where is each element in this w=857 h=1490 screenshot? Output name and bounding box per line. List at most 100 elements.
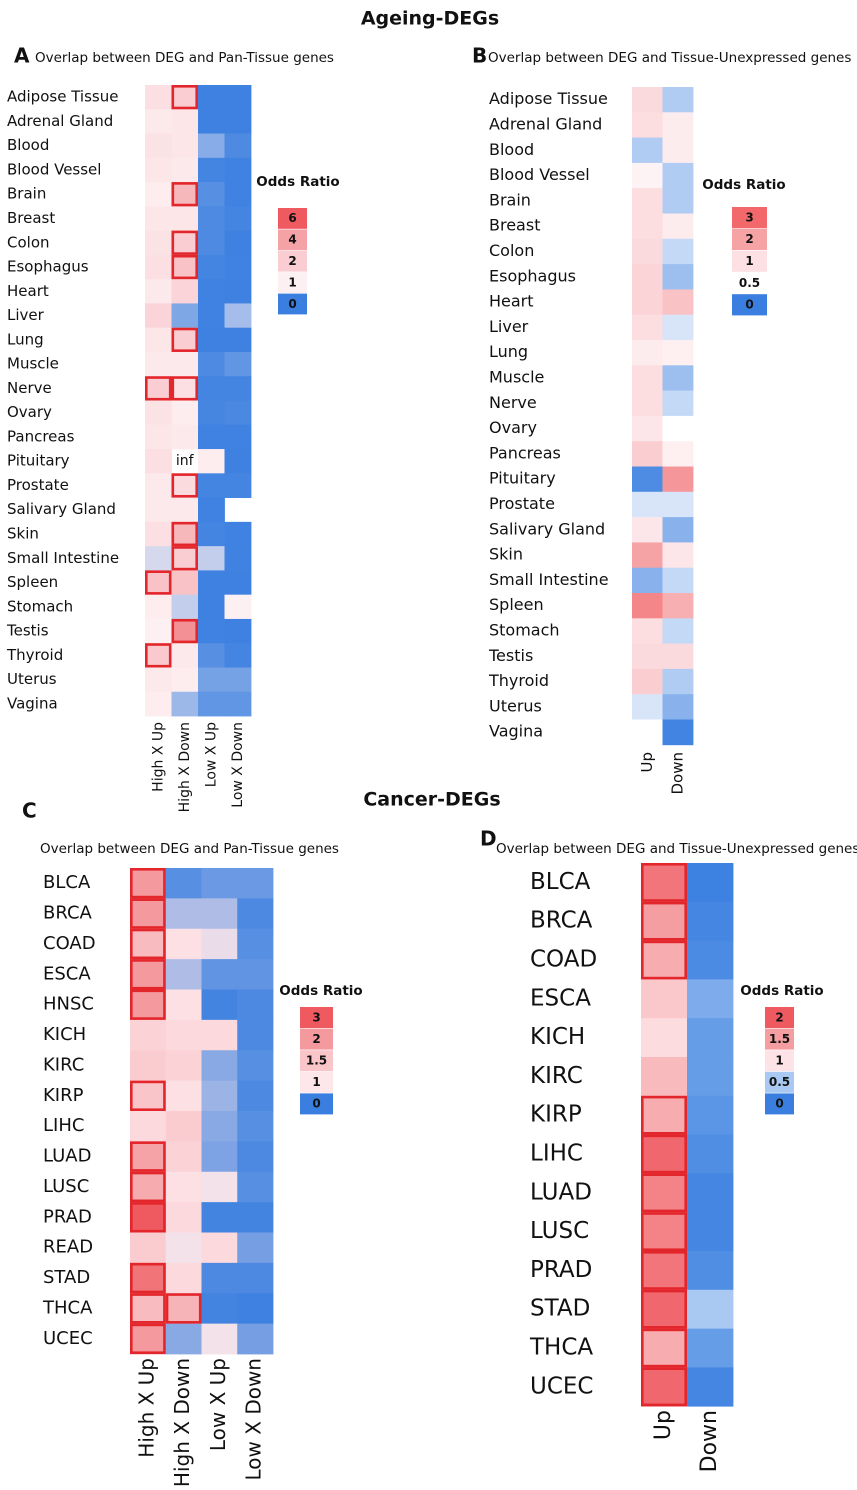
row-label: Liver [7, 306, 45, 324]
heatmap-cell [687, 1289, 734, 1329]
row-label: COAD [530, 947, 597, 973]
significance-box [130, 1262, 166, 1294]
heatmap-cell [632, 289, 663, 316]
row-label: THCA [42, 1297, 93, 1318]
heatmap-cell [632, 390, 663, 417]
row-label: Testis [488, 646, 533, 665]
row-label: Blood Vessel [7, 160, 101, 178]
row-label: BLCA [43, 872, 91, 893]
heatmap-cell [165, 1141, 202, 1173]
heatmap-cell [641, 1251, 688, 1291]
row-label: THCA [529, 1335, 593, 1361]
row-label: BRCA [43, 903, 93, 924]
heatmap-cell [130, 928, 167, 960]
heatmap-cell [198, 327, 225, 353]
heatmap-cell [662, 289, 694, 316]
heatmap-cell [201, 1171, 238, 1203]
heatmap-cell [145, 594, 172, 620]
heatmap-cell [145, 351, 172, 377]
row-label: Prostate [7, 476, 69, 494]
heatmap-cell [171, 594, 199, 620]
heatmap-cell [632, 618, 663, 644]
significance-box [145, 376, 172, 401]
heatmap-cell [198, 424, 225, 450]
heatmap-cell [632, 517, 663, 543]
significance-box [130, 898, 166, 929]
row-label: BRCA [530, 908, 593, 934]
legend-swatch [278, 293, 307, 315]
heatmap-cell [632, 441, 663, 467]
heatmap-cell [224, 279, 252, 304]
legend-swatch [732, 250, 767, 272]
legend-swatch [278, 229, 307, 251]
heatmap-cell [224, 643, 252, 668]
heatmap-cell [165, 1323, 202, 1355]
heatmap-cell [662, 188, 694, 214]
column-label: High X Up [150, 722, 166, 792]
heatmap-cell [632, 567, 663, 594]
heatmap-cell [224, 230, 252, 256]
heatmap-cell [632, 314, 663, 341]
heatmap-cell [662, 567, 694, 594]
significance-box [640, 901, 687, 941]
heatmap-cell [198, 133, 225, 159]
heatmap-cell [662, 491, 694, 518]
heatmap-cell [632, 238, 663, 265]
heatmap-cell [201, 1202, 238, 1233]
row-label: Pancreas [7, 427, 75, 445]
row-label: Pituitary [7, 452, 70, 470]
heatmap-cell [662, 137, 694, 164]
heatmap-cell [237, 1019, 274, 1051]
significance-box [145, 643, 172, 668]
heatmap-cell [130, 1262, 167, 1294]
column-label: Low X Up [206, 1358, 230, 1451]
heatmap-cell [171, 327, 199, 353]
heatmap-cell [130, 1141, 167, 1173]
legend-swatch [732, 207, 767, 229]
legend-swatch [278, 250, 307, 272]
legend-label: 4 [288, 233, 296, 247]
heatmap-cell [145, 109, 172, 134]
column-label: High X Up [134, 1358, 158, 1458]
heatmap-cell [224, 667, 252, 693]
heatmap-cell [687, 1251, 734, 1291]
heatmap-cell [198, 157, 225, 183]
significance-box [130, 1171, 166, 1203]
section-title: Ageing-DEGs [361, 8, 499, 30]
panel-letter: D [480, 827, 497, 851]
legend-label: 1 [312, 1075, 320, 1089]
significance-box [640, 1367, 687, 1407]
significance-box [130, 959, 166, 990]
heatmap-cell [687, 940, 734, 980]
legend-label: 2 [312, 1032, 320, 1046]
heatmap-cell [198, 279, 225, 304]
row-label: Lung [489, 342, 528, 361]
heatmap-cell [165, 1202, 202, 1233]
heatmap-cell [171, 182, 199, 207]
row-label: LIHC [530, 1141, 583, 1167]
heatmap-cell [224, 85, 252, 110]
heatmap-cell [632, 188, 663, 214]
significance-box [171, 546, 199, 571]
heatmap-cell [237, 1232, 274, 1264]
heatmap-cell [171, 254, 199, 280]
heatmap-cell [171, 424, 199, 450]
heatmap-cell [145, 400, 172, 426]
heatmap-cell [224, 327, 252, 353]
column-label: Up [638, 752, 656, 773]
column-label: Up [651, 1410, 676, 1440]
heatmap-cell [145, 85, 172, 110]
legend-swatch [765, 1007, 794, 1028]
heatmap-cell [171, 230, 199, 256]
significance-box [130, 1323, 166, 1355]
heatmap-cell [130, 1019, 167, 1051]
heatmap-cell [130, 1232, 167, 1264]
significance-box [640, 1095, 687, 1135]
row-label: Skin [489, 545, 523, 564]
panel-title: Overlap between DEG and Pan-Tissue genes [40, 841, 339, 857]
row-label: Pancreas [489, 443, 561, 462]
panel-title: Overlap between DEG and Tissue-Unexpress… [496, 841, 857, 857]
heatmap-cell [171, 521, 199, 547]
legend-label: 0.5 [739, 276, 760, 290]
row-label: KICH [530, 1024, 585, 1050]
